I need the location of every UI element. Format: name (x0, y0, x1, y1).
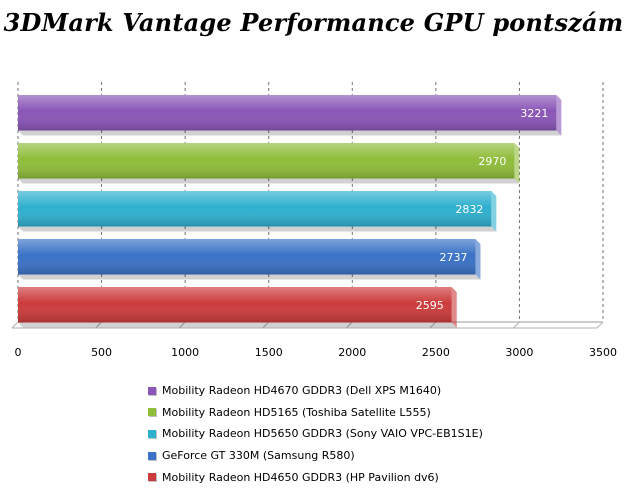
floor-tick (262, 321, 270, 329)
bar-value-label: 2737 (439, 251, 467, 264)
legend-item: Mobility Radeon HD5650 GDDR3 (Sony VAIO … (148, 423, 483, 445)
x-tick-label: 2500 (422, 346, 450, 359)
bar-side (491, 191, 497, 232)
legend-swatch (148, 473, 156, 482)
bar-shadow (18, 322, 457, 328)
x-tick-label: 2000 (338, 346, 366, 359)
bar-side (475, 239, 481, 280)
bar-gloss (18, 143, 515, 179)
legend-label: Mobility Radeon HD5165 (Toshiba Satellit… (162, 405, 431, 419)
legend-item: Mobility Radeon HD4650 GDDR3 (HP Pavilio… (148, 466, 483, 488)
bar: 2595 (18, 287, 457, 328)
legend-swatch (148, 408, 156, 417)
x-tick-label: 1000 (171, 346, 199, 359)
bar: 2737 (18, 239, 481, 280)
legend-label: Mobility Radeon HD4650 GDDR3 (HP Pavilio… (162, 470, 439, 484)
bar: 2832 (18, 191, 497, 232)
x-tick-label: 3000 (505, 346, 533, 359)
x-tick-label: 1500 (255, 346, 283, 359)
bar-side (556, 95, 562, 136)
legend-label: Mobility Radeon HD5650 GDDR3 (Sony VAIO … (162, 427, 483, 441)
bar-side (451, 287, 457, 328)
bar-value-label: 3221 (520, 107, 548, 120)
floor-tick (11, 321, 19, 329)
legend-swatch (148, 451, 156, 460)
floor-tick (596, 321, 604, 329)
floor-tick (345, 321, 353, 329)
bars: 3221 2970 2832 2737 2595 (18, 95, 562, 328)
legend-item: Mobility Radeon HD4670 GDDR3 (Dell XPS M… (148, 380, 483, 402)
floor-tick (95, 321, 102, 329)
chart-title: 3DMark Vantage Performance GPU pontszám (3, 8, 624, 37)
bar-value-label: 2595 (416, 299, 444, 312)
bar-gloss (18, 287, 452, 323)
bar-side (514, 143, 520, 184)
bar: 3221 (18, 95, 562, 136)
legend-label: GeForce GT 330M (Samsung R580) (162, 449, 355, 463)
bar-gloss (18, 95, 557, 131)
bar-value-label: 2832 (455, 203, 483, 216)
legend-item: GeForce GT 330M (Samsung R580) (148, 445, 483, 467)
bar-shadow (18, 274, 481, 280)
bar-gloss (18, 239, 476, 275)
legend-swatch (148, 429, 156, 438)
bar-value-label: 2970 (478, 155, 506, 168)
floor-tick (178, 321, 186, 329)
x-tick-label: 500 (91, 346, 112, 359)
floor-tick (429, 321, 437, 329)
floor-tick (513, 321, 520, 329)
bar-gloss (18, 191, 492, 227)
legend: Mobility Radeon HD4670 GDDR3 (Dell XPS M… (148, 380, 483, 488)
bar-shadow (18, 130, 562, 136)
legend-item: Mobility Radeon HD5165 (Toshiba Satellit… (148, 402, 483, 424)
x-tick-label: 0 (15, 346, 22, 359)
legend-label: Mobility Radeon HD4670 GDDR3 (Dell XPS M… (162, 384, 442, 398)
x-axis-ticks: 0 500 1000 1500 2000 2500 3000 3500 (15, 346, 618, 359)
bar-shadow (18, 178, 520, 184)
legend-swatch (148, 386, 156, 395)
bar: 2970 (18, 143, 520, 184)
x-tick-label: 3500 (589, 346, 617, 359)
bar-shadow (18, 226, 497, 232)
